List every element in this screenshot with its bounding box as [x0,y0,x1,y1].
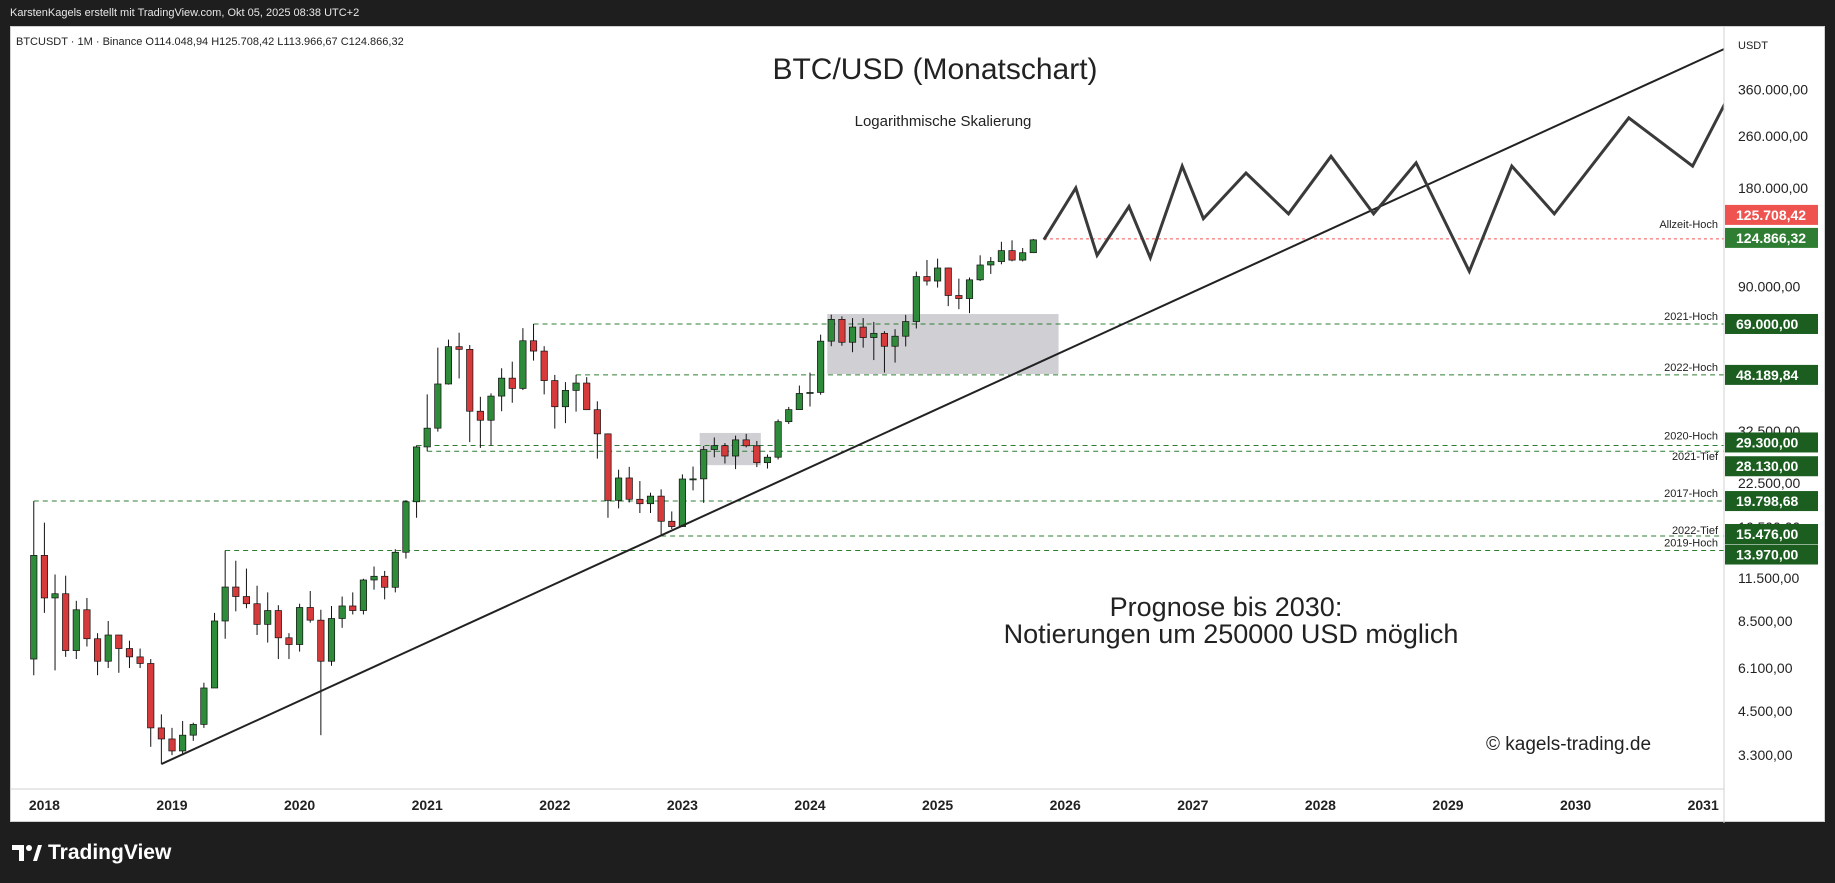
tradingview-logo-icon [12,845,42,861]
brand[interactable]: TradingView [12,841,171,865]
chart-panel[interactable] [10,26,1825,822]
attribution-bar: KarstenKagels erstellt mit TradingView.c… [0,0,1835,26]
brand-name: TradingView [48,841,172,864]
footer-bar [0,826,1835,883]
attribution-text: KarstenKagels erstellt mit TradingView.c… [10,7,360,19]
